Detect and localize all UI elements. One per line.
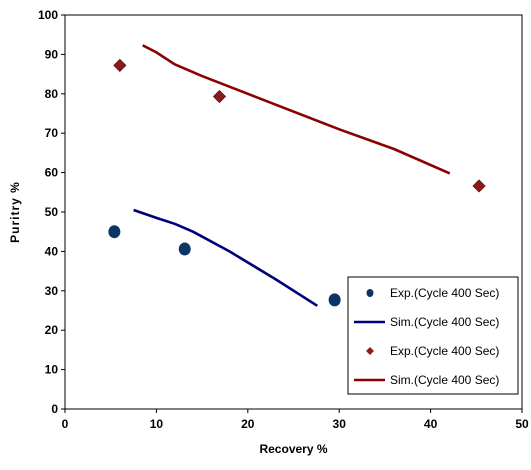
legend: Exp.(Cycle 400 Sec) Sim.(Cycle 400 Sec) Ex… [347, 276, 519, 395]
data-point-circle [108, 225, 121, 239]
x-tick-label: 0 [62, 417, 69, 431]
y-tick-label: 0 [51, 402, 58, 416]
y-tick-label: 90 [45, 47, 59, 61]
y-tick-label: 80 [45, 87, 59, 101]
y-tick-label: 10 [45, 363, 59, 377]
x-tick-label: 30 [333, 417, 347, 431]
y-tick-label: 60 [45, 166, 59, 180]
axes: 0 10 20 30 40 50 60 70 80 90 100 0 10 20 30 40 50 [38, 8, 529, 431]
x-tick-label: 10 [150, 417, 164, 431]
legend-label: Exp.(Cycle 400 Sec) [390, 344, 499, 358]
x-tick-label: 40 [424, 417, 438, 431]
y-tick-label: 70 [45, 126, 59, 140]
data-series [108, 44, 486, 307]
legend-circle-swatch [366, 289, 374, 297]
data-point-circle [178, 242, 191, 256]
legend-label: Sim.(Cycle 400 Sec) [390, 373, 499, 387]
legend-label: Sim.(Cycle 400 Sec) [390, 315, 499, 329]
x-axis-title: Recovery % [259, 442, 327, 456]
data-point-diamond [212, 89, 227, 104]
data-point-circle [328, 293, 341, 307]
y-tick-label: 30 [45, 284, 59, 298]
legend-diamond-swatch [366, 347, 374, 355]
y-tick-label: 20 [45, 323, 59, 337]
series-line-3 [142, 44, 451, 175]
data-point-diamond [472, 179, 486, 193]
y-axis-title: Puritry % [8, 181, 22, 243]
y-tick-label: 40 [45, 244, 59, 258]
legend-label: Exp.(Cycle 400 Sec) [390, 286, 499, 300]
y-tick-label: 50 [45, 205, 59, 219]
legend-box [347, 276, 519, 395]
data-point-diamond [113, 58, 127, 72]
y-tick-label: 100 [38, 8, 58, 22]
x-tick-label: 50 [515, 417, 529, 431]
x-tick-label: 20 [241, 417, 255, 431]
series-line-1 [133, 208, 318, 307]
